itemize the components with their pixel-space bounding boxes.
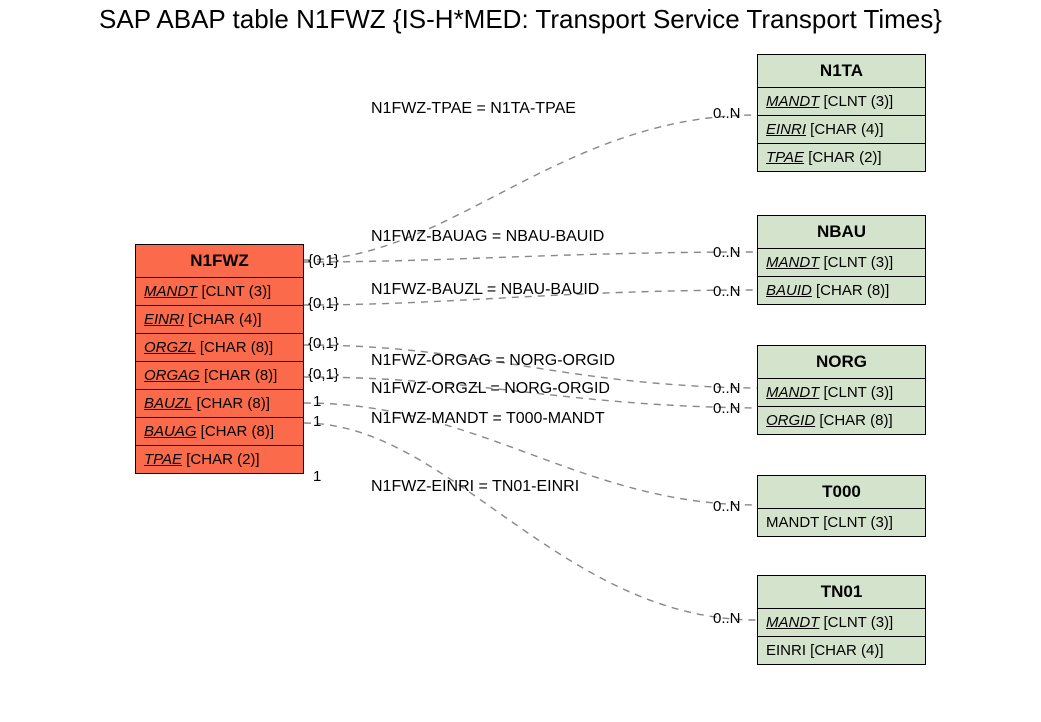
entity-header: NORG (758, 346, 925, 379)
entity-tn01: TN01MANDT [CLNT (3)]EINRI [CHAR (4)] (757, 575, 926, 665)
field-name: EINRI (766, 121, 806, 138)
field-name: BAUZL (144, 395, 192, 412)
entity-field: EINRI [CHAR (4)] (758, 116, 925, 144)
edge-label: N1FWZ-BAUAG = NBAU-BAUID (371, 228, 604, 246)
entity-header: NBAU (758, 216, 925, 249)
field-name: ORGAG (144, 367, 200, 384)
cardinality-right: 0..N (713, 105, 741, 122)
field-type: [CLNT (3)] (197, 283, 271, 300)
entity-field: EINRI [CHAR (4)] (136, 306, 303, 334)
field-type: [CHAR (8)] (815, 412, 893, 429)
entity-field: EINRI [CHAR (4)] (758, 637, 925, 664)
field-type: [CHAR (4)] (806, 642, 884, 659)
field-name: BAUID (766, 282, 812, 299)
entity-norg: NORGMANDT [CLNT (3)]ORGID [CHAR (8)] (757, 345, 926, 435)
entity-field: MANDT [CLNT (3)] (758, 509, 925, 536)
entity-nbau: NBAUMANDT [CLNT (3)]BAUID [CHAR (8)] (757, 215, 926, 305)
field-name: MANDT (766, 93, 819, 110)
entity-field: BAUZL [CHAR (8)] (136, 390, 303, 418)
entity-field: ORGID [CHAR (8)] (758, 407, 925, 434)
entity-header: TN01 (758, 576, 925, 609)
field-type: [CLNT (3)] (819, 93, 893, 110)
entity-field: ORGAG [CHAR (8)] (136, 362, 303, 390)
field-name: TPAE (144, 451, 182, 468)
field-name: BAUAG (144, 423, 197, 440)
cardinality-left: {0,1} (308, 366, 339, 383)
edge-label: N1FWZ-ORGAG = NORG-ORGID (371, 352, 615, 370)
edge-label: N1FWZ-EINRI = TN01-EINRI (371, 478, 579, 496)
field-name: MANDT (144, 283, 197, 300)
entity-header: N1TA (758, 55, 925, 88)
entity-field: TPAE [CHAR (2)] (136, 446, 303, 473)
entity-field: MANDT [CLNT (3)] (758, 88, 925, 116)
field-name: MANDT (766, 254, 819, 271)
cardinality-left: 1 (313, 468, 321, 485)
cardinality-left: {0,1} (308, 295, 339, 312)
edge-label: N1FWZ-MANDT = T000-MANDT (371, 410, 605, 428)
field-name: EINRI (766, 642, 806, 659)
field-type: [CHAR (8)] (200, 367, 278, 384)
cardinality-right: 0..N (713, 610, 741, 627)
cardinality-right: 0..N (713, 380, 741, 397)
cardinality-right: 0..N (713, 400, 741, 417)
field-name: ORGZL (144, 339, 196, 356)
field-type: [CHAR (2)] (804, 149, 882, 166)
field-type: [CLNT (3)] (819, 384, 893, 401)
entity-field: MANDT [CLNT (3)] (758, 379, 925, 407)
entity-header: T000 (758, 476, 925, 509)
entity-header: N1FWZ (136, 245, 303, 278)
entity-field: MANDT [CLNT (3)] (758, 249, 925, 277)
edge-label: N1FWZ-ORGZL = NORG-ORGID (371, 380, 610, 398)
cardinality-left: {0,1} (308, 252, 339, 269)
field-name: MANDT (766, 614, 819, 631)
field-type: [CHAR (8)] (196, 339, 274, 356)
field-name: TPAE (766, 149, 804, 166)
entity-field: TPAE [CHAR (2)] (758, 144, 925, 171)
cardinality-right: 0..N (713, 244, 741, 261)
field-name: EINRI (144, 311, 184, 328)
entity-field: ORGZL [CHAR (8)] (136, 334, 303, 362)
field-type: [CHAR (8)] (192, 395, 270, 412)
cardinality-left: 1 (313, 413, 321, 430)
entity-n1ta: N1TAMANDT [CLNT (3)]EINRI [CHAR (4)]TPAE… (757, 54, 926, 172)
field-type: [CHAR (2)] (182, 451, 260, 468)
cardinality-left: {0,1} (308, 335, 339, 352)
field-type: [CHAR (8)] (812, 282, 890, 299)
field-type: [CHAR (8)] (197, 423, 275, 440)
cardinality-right: 0..N (713, 498, 741, 515)
edge-label: N1FWZ-BAUZL = NBAU-BAUID (371, 281, 599, 299)
diagram-title: SAP ABAP table N1FWZ {IS-H*MED: Transpor… (0, 4, 1041, 35)
edge-label: N1FWZ-TPAE = N1TA-TPAE (371, 100, 576, 118)
entity-field: BAUID [CHAR (8)] (758, 277, 925, 304)
field-name: MANDT (766, 384, 819, 401)
field-type: [CLNT (3)] (819, 254, 893, 271)
field-type: [CLNT (3)] (819, 514, 893, 531)
field-type: [CHAR (4)] (806, 121, 884, 138)
entity-field: BAUAG [CHAR (8)] (136, 418, 303, 446)
entity-t000: T000MANDT [CLNT (3)] (757, 475, 926, 537)
field-type: [CHAR (4)] (184, 311, 262, 328)
field-type: [CLNT (3)] (819, 614, 893, 631)
cardinality-left: 1 (313, 393, 321, 410)
cardinality-right: 0..N (713, 283, 741, 300)
entity-n1fwz: N1FWZMANDT [CLNT (3)]EINRI [CHAR (4)]ORG… (135, 244, 304, 474)
entity-field: MANDT [CLNT (3)] (758, 609, 925, 637)
field-name: MANDT (766, 514, 819, 531)
field-name: ORGID (766, 412, 815, 429)
entity-field: MANDT [CLNT (3)] (136, 278, 303, 306)
